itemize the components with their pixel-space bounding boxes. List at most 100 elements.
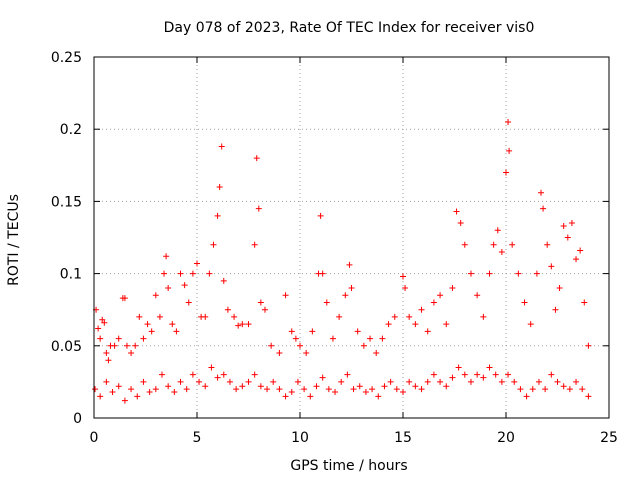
data-point	[121, 295, 128, 302]
data-point	[511, 378, 518, 385]
data-point	[437, 292, 444, 299]
data-point	[406, 313, 413, 320]
data-point	[498, 378, 505, 385]
data-point	[152, 386, 159, 393]
data-point	[208, 364, 215, 371]
data-point	[268, 342, 275, 349]
data-point	[505, 371, 512, 378]
y-tick-label: 0.25	[51, 50, 82, 66]
data-point	[189, 371, 196, 378]
data-point	[461, 371, 468, 378]
data-point	[282, 393, 289, 400]
data-point	[560, 222, 567, 229]
data-point	[467, 270, 474, 277]
data-point	[239, 383, 246, 390]
data-point	[156, 313, 163, 320]
data-point	[342, 292, 349, 299]
data-point	[216, 183, 223, 190]
data-point	[282, 292, 289, 299]
data-point	[556, 285, 563, 292]
data-point	[214, 212, 221, 219]
y-tick-label: 0	[73, 411, 82, 427]
data-point	[424, 328, 431, 335]
data-point	[535, 378, 542, 385]
data-point	[412, 321, 419, 328]
data-point	[461, 241, 468, 248]
data-point	[196, 378, 203, 385]
data-point	[95, 325, 102, 332]
data-point	[235, 322, 242, 329]
data-point	[140, 378, 147, 385]
data-point	[498, 248, 505, 255]
data-point	[453, 208, 460, 215]
y-tick-label: 0.1	[60, 267, 82, 283]
data-point	[251, 371, 258, 378]
data-point	[206, 270, 213, 277]
data-point	[486, 364, 493, 371]
data-point	[161, 270, 168, 277]
data-point	[533, 270, 540, 277]
data-point	[245, 321, 252, 328]
data-point	[214, 374, 221, 381]
data-point	[313, 383, 320, 390]
data-point	[292, 335, 299, 342]
data-point	[542, 386, 549, 393]
data-point	[430, 371, 437, 378]
data-point	[443, 383, 450, 390]
data-point	[505, 118, 512, 125]
data-point	[276, 350, 283, 357]
data-point	[486, 270, 493, 277]
data-point	[173, 328, 180, 335]
data-point	[544, 241, 551, 248]
data-point	[231, 313, 238, 320]
data-point	[350, 386, 357, 393]
data-point	[540, 205, 547, 212]
data-point	[128, 350, 135, 357]
y-axis-label: ROTI / TECUs	[6, 194, 22, 286]
data-point	[132, 342, 139, 349]
data-point	[220, 371, 227, 378]
data-point	[148, 328, 155, 335]
data-point	[202, 313, 209, 320]
data-point	[264, 386, 271, 393]
y-tick-label: 0.15	[51, 194, 82, 210]
data-point	[393, 386, 400, 393]
data-point	[373, 350, 380, 357]
data-point	[183, 386, 190, 393]
data-point	[245, 378, 252, 385]
data-point	[457, 220, 464, 227]
data-point	[391, 313, 398, 320]
data-point	[317, 212, 324, 219]
data-point	[239, 321, 246, 328]
data-point	[381, 383, 388, 390]
data-point	[503, 169, 509, 176]
data-point	[402, 285, 409, 292]
chart-title: Day 078 of 2023, Rate Of TEC Index for r…	[164, 20, 535, 36]
data-point	[375, 393, 382, 400]
data-point	[527, 321, 534, 328]
data-point	[443, 321, 450, 328]
y-tick-label: 0.05	[51, 339, 82, 355]
data-point	[348, 285, 355, 292]
data-point	[548, 263, 555, 270]
data-point	[577, 247, 584, 254]
data-point	[490, 241, 497, 248]
data-point	[109, 389, 116, 396]
x-tick-label: 10	[291, 430, 309, 446]
data-point	[325, 386, 332, 393]
data-point	[585, 393, 592, 400]
data-point	[181, 282, 188, 289]
data-point	[257, 299, 264, 306]
y-tick-label: 0.2	[60, 122, 82, 138]
data-point	[144, 321, 151, 328]
data-point	[564, 234, 571, 241]
data-point	[338, 378, 345, 385]
data-point	[336, 313, 343, 320]
data-point	[194, 260, 200, 267]
data-point	[480, 313, 487, 320]
data-point	[449, 285, 456, 292]
x-tick-label: 0	[90, 430, 99, 446]
data-point	[400, 389, 406, 396]
data-point	[523, 393, 530, 400]
data-point	[218, 143, 225, 150]
